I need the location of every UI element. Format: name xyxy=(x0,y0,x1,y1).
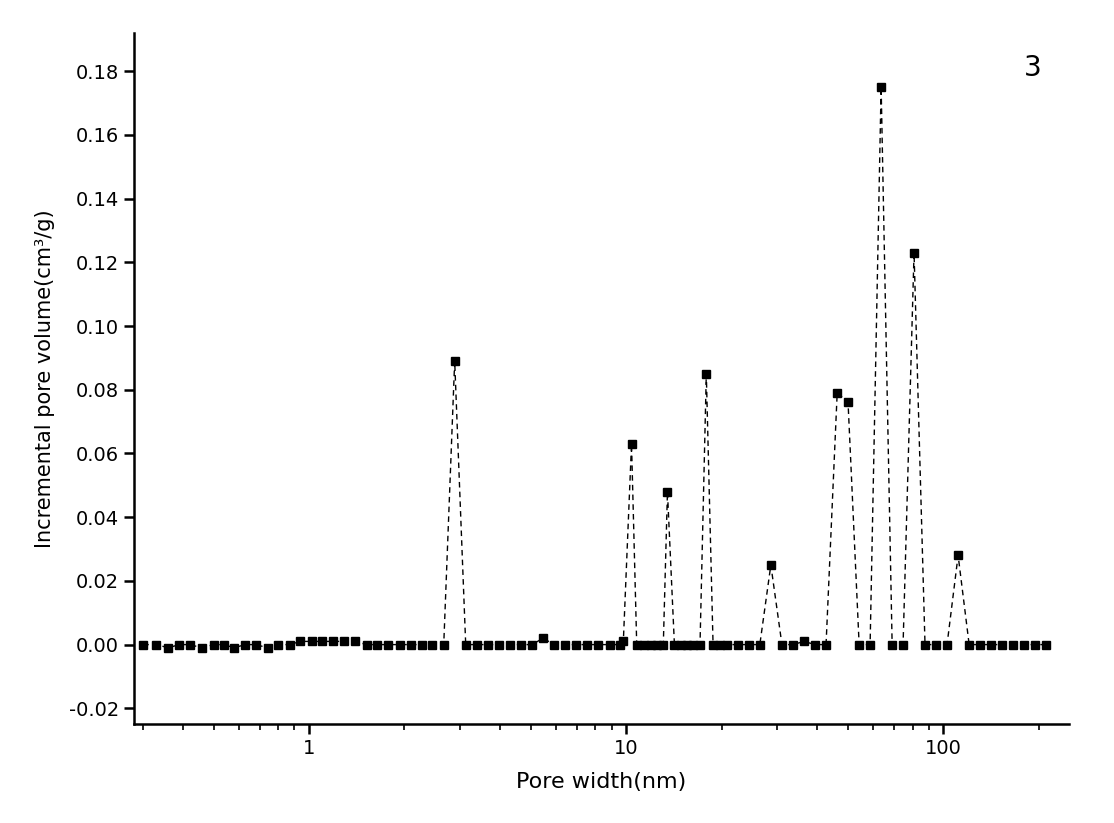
X-axis label: Pore width(nm): Pore width(nm) xyxy=(517,772,686,792)
Y-axis label: Incremental pore volume(cm³/g): Incremental pore volume(cm³/g) xyxy=(35,209,55,548)
Text: 3: 3 xyxy=(1024,53,1042,81)
